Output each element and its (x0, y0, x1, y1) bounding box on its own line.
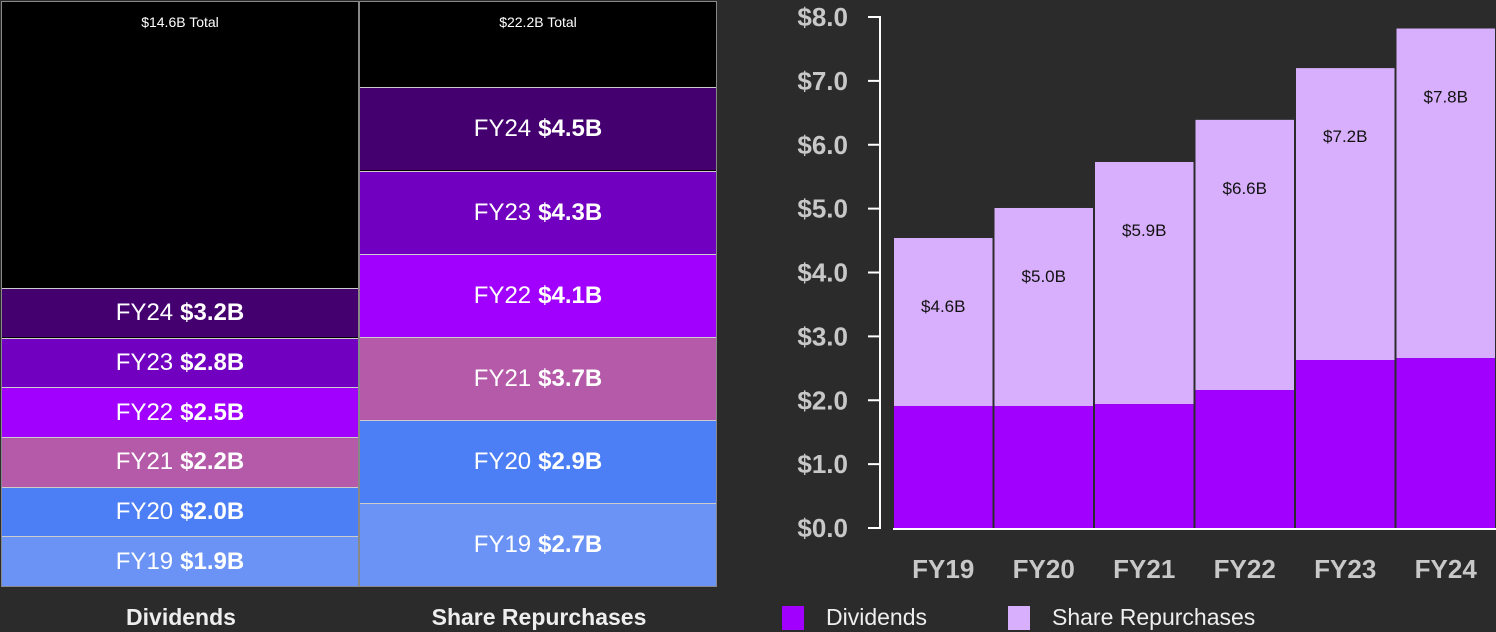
bar-total-label: $6.6B (1223, 179, 1267, 198)
bar-total-label: $7.2B (1323, 127, 1367, 146)
treemap-column: $14.6B Total FY19 $1.9B FY20 $2.0B FY21 $2.2B F… (1, 1, 359, 587)
treemap-cell-fy19: FY19 $1.9B (2, 536, 358, 586)
bar-share-repurchases (1396, 28, 1495, 359)
column-label: Dividends (126, 604, 236, 630)
treemap-cell-fy21: FY21 $3.7B (360, 336, 716, 420)
legend-label: Dividends (826, 604, 927, 630)
bar-dividends (1195, 390, 1294, 528)
x-tick-label: FY19 (912, 554, 974, 584)
y-tick-label: $3.0 (797, 321, 848, 351)
y-tick-label: $2.0 (797, 385, 848, 415)
legend-swatch-dividends (782, 605, 804, 630)
bar-dividends (994, 405, 1093, 528)
cell-year: FY20 (115, 497, 174, 525)
treemap-cell-fy22: FY22 $2.5B (2, 387, 358, 437)
cell-value: $2.9B (538, 447, 603, 475)
treemap-cell-fy23: FY23 $2.8B (2, 337, 358, 388)
cell-year: FY19 (115, 547, 174, 575)
x-tick-label: FY24 (1415, 554, 1478, 584)
total-label: $22.2B Total (499, 14, 577, 30)
y-tick-label: $5.0 (797, 194, 848, 224)
x-tick-label: FY23 (1314, 554, 1376, 584)
cell-value: $2.5B (180, 398, 245, 426)
cell-value: $2.8B (180, 348, 245, 376)
total-label: $14.6B Total (141, 14, 219, 30)
x-tick-label: FY20 (1013, 554, 1075, 584)
cell-year: FY24 (473, 115, 532, 143)
cell-year: FY24 (115, 299, 174, 327)
bar-share-repurchases (994, 207, 1093, 406)
cell-value: $3.7B (538, 364, 603, 392)
column-label: Share Repurchases (431, 604, 647, 630)
cell-year: FY21 (115, 448, 174, 476)
treemap-cell-fy21: FY21 $2.2B (2, 436, 358, 487)
legend-swatch-share-repurchases (1008, 605, 1030, 630)
bar-share-repurchases (894, 238, 993, 406)
treemap-cell-fy23: FY23 $4.3B (360, 170, 716, 254)
cell-year: FY20 (473, 447, 532, 475)
cell-value: $3.2B (180, 299, 245, 327)
cell-year: FY22 (473, 281, 532, 309)
y-tick-label: $7.0 (797, 66, 848, 96)
y-tick-label: $1.0 (797, 449, 848, 479)
cell-year: FY23 (473, 198, 532, 226)
treemap-cell-fy24: FY24 $4.5B (360, 87, 716, 171)
cell-value: $4.3B (538, 198, 603, 226)
cell-value: $1.9B (180, 547, 245, 575)
bar-total-label: $5.9B (1122, 221, 1166, 240)
legend-item-dividends: Dividends (782, 604, 927, 631)
cell-year: FY19 (473, 530, 532, 558)
treemap-cell-fy19: FY19 $2.7B (360, 502, 716, 586)
treemap-column: $22.2B Total FY19 $2.7B FY20 $2.9B FY21 $3.7B F… (359, 1, 717, 587)
cell-value: $2.0B (180, 497, 245, 525)
cell-value: $4.5B (538, 115, 603, 143)
bar-total-label: $7.8B (1424, 87, 1468, 106)
cell-year: FY21 (473, 364, 532, 392)
bar-total-label: $5.0B (1022, 267, 1066, 286)
bar-dividends (1296, 360, 1395, 528)
legend-item-share-repurchases: Share Repurchases (1008, 604, 1255, 631)
y-tick-label: $4.0 (797, 258, 848, 288)
cell-value: $2.2B (180, 448, 245, 476)
cell-year: FY23 (115, 348, 174, 376)
bar-share-repurchases (1095, 161, 1194, 405)
treemap-cell-fy22: FY22 $4.1B (360, 253, 716, 337)
bar-share-repurchases (1296, 68, 1395, 361)
cell-year: FY22 (115, 398, 174, 426)
x-tick-label: FY21 (1113, 554, 1175, 584)
bar-total-label: $4.6B (921, 297, 965, 316)
bar-share-repurchases (1195, 119, 1294, 391)
bar-dividends (894, 405, 993, 528)
treemap-cell-fy20: FY20 $2.0B (2, 486, 358, 537)
cell-value: $4.1B (538, 281, 603, 309)
x-tick-label: FY22 (1214, 554, 1276, 584)
bar-dividends (1396, 358, 1495, 528)
y-tick-label: $8.0 (797, 2, 848, 32)
y-tick-label: $0.0 (797, 513, 848, 543)
treemap-cell-fy24: FY24 $3.2B (2, 287, 358, 338)
cell-value: $2.7B (538, 530, 603, 558)
y-tick-label: $6.0 (797, 130, 848, 160)
legend-label: Share Repurchases (1052, 604, 1256, 630)
treemap-cell-fy20: FY20 $2.9B (360, 419, 716, 503)
bar-dividends (1095, 404, 1194, 528)
